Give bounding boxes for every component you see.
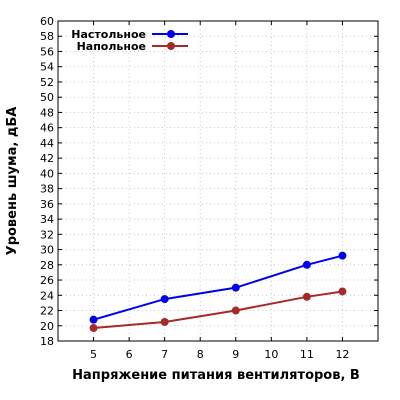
y-tick-label: 26: [40, 274, 54, 287]
legend-label: Настольное: [71, 28, 146, 41]
series-layer: [89, 251, 347, 333]
x-tick-label: 8: [197, 348, 204, 361]
y-tick-label: 60: [40, 15, 54, 28]
data-point: [302, 260, 311, 269]
y-tick-label: 32: [40, 228, 54, 241]
y-tick-label: 24: [40, 289, 54, 302]
data-point: [302, 292, 311, 301]
plot-frame: [57, 20, 379, 342]
legend-marker: [167, 30, 175, 38]
y-tick-label: 34: [40, 213, 54, 226]
data-point: [338, 251, 347, 260]
y-tick-label: 38: [40, 183, 54, 196]
y-tick-label: 52: [40, 76, 54, 89]
data-point: [89, 324, 98, 333]
x-axis-title: Напряжение питания вентиляторов, В: [72, 368, 360, 383]
y-tick-label: 54: [40, 61, 54, 74]
x-tick-label: 6: [126, 348, 133, 361]
y-tick-label: 58: [40, 30, 54, 43]
data-point: [89, 315, 98, 324]
y-tick-label: 56: [40, 45, 54, 58]
y-tick-label: 30: [40, 244, 54, 257]
data-point: [231, 283, 240, 292]
y-tick-label: 42: [40, 152, 54, 165]
axes: 1820222426283032343638404244464850525456…: [40, 15, 379, 361]
data-point: [338, 287, 347, 296]
data-point: [160, 295, 169, 304]
y-tick-label: 28: [40, 259, 54, 272]
x-tick-label: 11: [300, 348, 314, 361]
legend-marker: [167, 42, 175, 50]
y-tick-label: 44: [40, 137, 54, 150]
data-point: [160, 317, 169, 326]
y-tick-label: 18: [40, 335, 54, 348]
y-axis-title: Уровень шума, дБА: [5, 107, 20, 256]
legend-entry-1: Настольное: [71, 28, 188, 41]
x-tick-label: 5: [90, 348, 97, 361]
x-tick-label: 9: [232, 348, 239, 361]
y-tick-label: 46: [40, 122, 54, 135]
data-point: [231, 306, 240, 315]
legend-entry-2: Напольное: [77, 40, 188, 53]
x-tick-label: 12: [335, 348, 349, 361]
y-tick-label: 36: [40, 198, 54, 211]
x-tick-label: 7: [161, 348, 168, 361]
legend-label: Напольное: [77, 40, 146, 53]
y-tick-label: 22: [40, 305, 54, 318]
y-tick-label: 40: [40, 167, 54, 180]
x-tick-label: 10: [264, 348, 278, 361]
grid: [58, 21, 378, 341]
y-tick-label: 48: [40, 106, 54, 119]
y-tick-label: 20: [40, 320, 54, 333]
y-tick-label: 50: [40, 91, 54, 104]
series-1: [89, 251, 347, 324]
series-2: [89, 287, 347, 333]
